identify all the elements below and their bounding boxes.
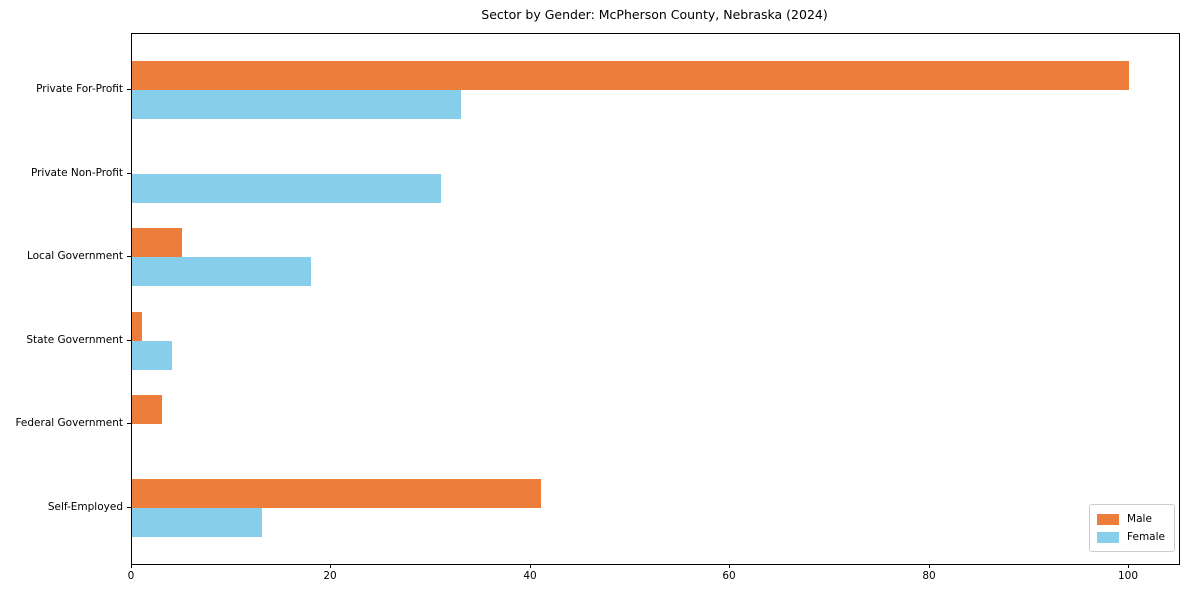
y-tick-mark xyxy=(127,340,131,341)
bar-male-local-government xyxy=(132,228,182,257)
plot-area: Male Female xyxy=(131,33,1180,565)
y-tick-mark xyxy=(127,89,131,90)
x-tick-mark xyxy=(131,564,132,568)
chart-title: Sector by Gender: McPherson County, Nebr… xyxy=(481,7,828,22)
y-tick-label-self-employed: Self-Employed xyxy=(47,501,123,513)
legend-swatch-male xyxy=(1097,513,1120,525)
x-tick-mark xyxy=(929,564,930,568)
y-tick-label-private-for-profit: Private For-Profit xyxy=(36,83,123,95)
bar-female-self-employed xyxy=(132,508,262,537)
bar-male-state-government xyxy=(132,312,142,341)
x-tick-mark xyxy=(530,564,531,568)
y-tick-mark xyxy=(127,423,131,424)
y-tick-label-private-non-profit: Private Non-Profit xyxy=(30,167,123,179)
y-tick-mark xyxy=(127,507,131,508)
y-axis-labels: Private For-Profit Private Non-Profit Loca… xyxy=(0,33,123,563)
x-tick-label-0: 0 xyxy=(127,570,135,582)
y-tick-mark xyxy=(127,256,131,257)
bar-female-private-non-profit xyxy=(132,174,441,203)
legend-label-male: Male xyxy=(1127,513,1152,525)
y-tick-label-federal-government: Federal Government xyxy=(15,417,123,429)
bar-male-self-employed xyxy=(132,479,541,508)
y-tick-mark xyxy=(127,173,131,174)
x-tick-label-80: 80 xyxy=(922,570,936,582)
x-tick-label-60: 60 xyxy=(722,570,736,582)
x-tick-mark xyxy=(330,564,331,568)
y-axis-tick-marks xyxy=(0,33,131,563)
bars-layer xyxy=(132,34,1179,564)
x-tick-mark xyxy=(1128,564,1129,568)
legend-label-female: Female xyxy=(1127,531,1165,543)
x-tick-mark xyxy=(729,564,730,568)
bar-female-state-government xyxy=(132,341,172,370)
bar-female-private-for-profit xyxy=(132,90,461,119)
x-tick-label-20: 20 xyxy=(323,570,337,582)
legend: Male Female xyxy=(1089,504,1175,552)
legend-entry-male: Male xyxy=(1097,510,1165,528)
legend-swatch-female xyxy=(1097,531,1120,543)
x-axis: 0 20 40 60 80 100 xyxy=(128,564,1178,594)
x-tick-label-40: 40 xyxy=(523,570,537,582)
bar-male-private-for-profit xyxy=(132,61,1129,90)
bar-male-federal-government xyxy=(132,395,162,424)
legend-entry-female: Female xyxy=(1097,528,1165,546)
x-tick-label-100: 100 xyxy=(1117,570,1139,582)
bar-female-local-government xyxy=(132,257,311,286)
y-tick-label-state-government: State Government xyxy=(26,334,123,346)
y-tick-label-local-government: Local Government xyxy=(26,250,123,262)
